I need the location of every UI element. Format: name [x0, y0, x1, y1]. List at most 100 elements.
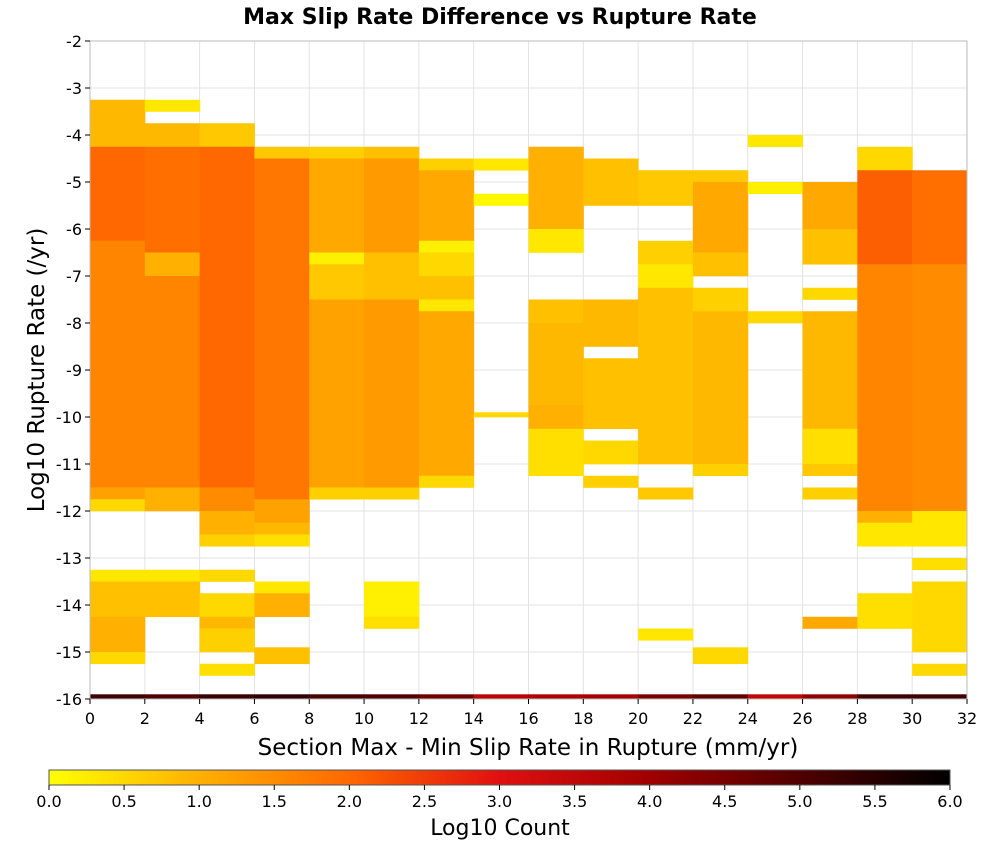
heatmap-cell	[254, 581, 310, 594]
y-tick-label: -3	[66, 79, 82, 98]
heatmap-cell	[254, 522, 310, 535]
heatmap-cell	[802, 464, 858, 477]
heatmap-cell	[309, 158, 365, 253]
heatmap-cell	[802, 487, 858, 500]
heatmap-cell	[364, 581, 420, 618]
heatmap-cell	[199, 487, 255, 512]
x-tick-label: 6	[249, 709, 259, 728]
heatmap-cell	[199, 663, 255, 676]
heatmap-cell	[199, 534, 255, 547]
heatmap-cell	[857, 146, 913, 171]
y-axis-label: Log10 Rupture Rate (/yr)	[24, 228, 50, 513]
colorbar-ticks: 0.0 0.5 1.0 1.5 2.0 2.5 3.0 3.5 4.0 4.5 5.0 5.5 6.0	[36, 785, 963, 811]
colorbar-tick-label: 2.5	[412, 792, 437, 811]
heatmap-cell	[364, 616, 420, 629]
heatmap-cell	[528, 299, 584, 324]
heatmap-cell	[528, 428, 584, 477]
colorbar-tick-label: 4.5	[712, 792, 737, 811]
chart-title: Max Slip Rate Difference vs Rupture Rate	[243, 5, 757, 30]
heatmap-cell	[199, 569, 255, 582]
heatmap-cell	[638, 694, 694, 700]
heatmap-cell	[638, 170, 694, 206]
y-tick-label: -2	[66, 32, 82, 51]
heatmap-cell	[747, 182, 804, 195]
heatmap-cell	[144, 487, 201, 512]
heatmap-cell	[144, 123, 201, 148]
heatmap-cell	[638, 287, 694, 465]
x-tick-label: 20	[628, 709, 648, 728]
heatmap-cell	[199, 628, 255, 653]
heatmap-cells	[90, 99, 968, 700]
heatmap-cell	[802, 428, 858, 465]
heatmap-cell	[144, 252, 201, 277]
heatmap-cell	[857, 694, 913, 700]
heatmap-cell	[912, 558, 968, 571]
heatmap-cell	[144, 569, 201, 582]
x-tick-label: 2	[140, 709, 150, 728]
heatmap-cell	[528, 405, 584, 430]
colorbar-label: Log10 Count	[430, 816, 570, 841]
heatmap-cell	[857, 170, 913, 265]
heatmap-cell	[199, 146, 255, 488]
heatmap-cell	[418, 170, 475, 242]
heatmap-cell	[802, 694, 858, 700]
y-tick-label: -16	[56, 690, 82, 709]
heatmap-cell	[802, 229, 858, 265]
x-tick-label: 0	[85, 709, 95, 728]
heatmap-cell	[802, 287, 858, 300]
heatmap-cell	[90, 487, 146, 500]
heatmap-cell	[912, 170, 968, 265]
heatmap-cell	[309, 487, 365, 500]
colorbar-tick-label: 2.0	[337, 792, 362, 811]
heatmap-cell	[912, 511, 968, 547]
heatmap-cell	[254, 158, 310, 500]
heatmap-cell	[912, 264, 968, 512]
heatmap-cell	[528, 694, 584, 700]
heatmap-cell	[254, 647, 310, 665]
heatmap-cell	[418, 694, 475, 700]
y-tick-label: -9	[66, 361, 82, 380]
heatmap-cell	[364, 146, 420, 159]
colorbar-tick-label: 4.0	[637, 792, 662, 811]
heatmap-cell	[364, 252, 420, 300]
heatmap-cell	[418, 158, 475, 171]
heatmap-cell	[528, 229, 584, 253]
heatmap-cell	[912, 694, 968, 700]
heatmap-cell	[144, 146, 201, 253]
y-tick-label: -11	[56, 455, 82, 474]
heatmap-cell	[583, 475, 639, 488]
heatmap-cell	[692, 252, 749, 277]
heatmap-cell	[692, 287, 749, 312]
heatmap-cell	[857, 522, 913, 547]
heatmap-cell	[638, 487, 694, 500]
heatmap-cell	[747, 311, 804, 324]
y-tick-label: -10	[56, 408, 82, 427]
x-tick-label: 10	[354, 709, 374, 728]
heatmap-cell	[309, 299, 365, 488]
heatmap-cell	[309, 252, 365, 265]
heatmap-cell	[692, 647, 749, 665]
heatmap-cell	[418, 240, 475, 253]
y-tick-label: -13	[56, 549, 82, 568]
heatmap-cell	[747, 694, 804, 700]
colorbar-tick-label: 5.5	[862, 792, 887, 811]
heatmap-cell	[638, 628, 694, 641]
heatmap-cell	[857, 264, 913, 512]
heatmap-cell	[144, 581, 201, 618]
heatmap-cell	[802, 616, 858, 629]
heatmap-cell	[364, 299, 420, 488]
heatmap-cell	[418, 276, 475, 300]
heatmap-cell	[90, 499, 146, 512]
colorbar-tick-label: 3.5	[562, 792, 587, 811]
colorbar-tick-label: 0.5	[111, 792, 136, 811]
heatmap-cell	[583, 358, 639, 430]
x-axis-label: Section Max - Min Slip Rate in Rupture (…	[258, 735, 799, 761]
colorbar-tick-label: 3.0	[487, 792, 512, 811]
heatmap-cell	[364, 158, 420, 253]
heatmap-cell	[638, 240, 694, 265]
heatmap-cell	[583, 299, 639, 347]
heatmap-cell	[692, 311, 749, 465]
heatmap-cell	[90, 694, 146, 700]
heatmap-cell	[802, 182, 858, 230]
